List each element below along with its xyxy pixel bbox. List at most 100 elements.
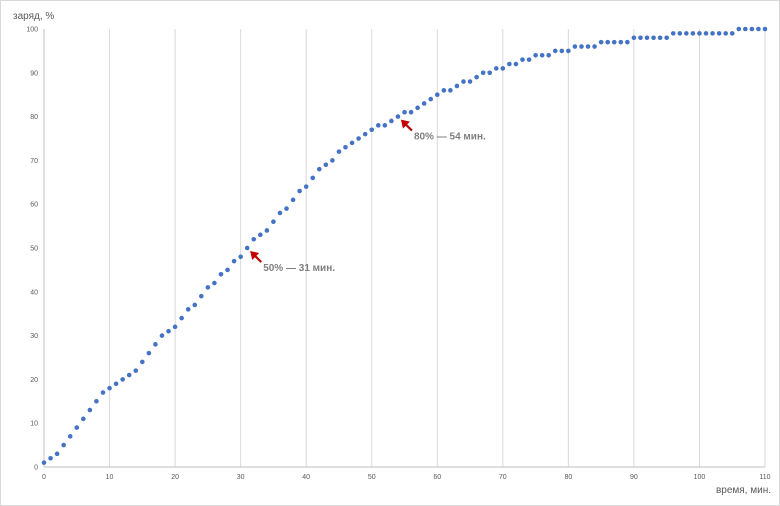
y-tick-label: 0 bbox=[34, 465, 38, 472]
data-point bbox=[513, 61, 519, 67]
data-point bbox=[218, 271, 224, 277]
data-point bbox=[566, 48, 571, 54]
data-point bbox=[710, 31, 715, 36]
y-tick-label: 90 bbox=[30, 70, 38, 77]
data-point bbox=[303, 184, 309, 189]
data-point bbox=[598, 39, 604, 45]
x-tick-label: 0 bbox=[42, 474, 46, 481]
data-point bbox=[664, 35, 669, 41]
x-axis-label: время, мин. bbox=[716, 485, 771, 496]
data-point bbox=[487, 70, 493, 76]
data-point bbox=[244, 245, 250, 251]
y-tick-label: 40 bbox=[30, 289, 38, 296]
data-points bbox=[41, 26, 768, 465]
x-tick-label: 100 bbox=[694, 474, 706, 481]
data-point bbox=[179, 315, 184, 321]
y-tick-label: 60 bbox=[30, 202, 38, 209]
data-point bbox=[454, 83, 460, 89]
data-point bbox=[467, 79, 473, 84]
data-point bbox=[572, 44, 578, 49]
y-axis-label: заряд, % bbox=[13, 11, 54, 22]
data-point bbox=[657, 35, 663, 41]
data-point bbox=[618, 39, 624, 45]
gridlines bbox=[109, 29, 766, 467]
x-tick-label: 40 bbox=[302, 474, 310, 481]
data-point bbox=[48, 455, 53, 461]
data-point bbox=[323, 162, 329, 168]
data-point bbox=[448, 88, 453, 93]
data-point bbox=[94, 399, 99, 404]
data-point bbox=[605, 39, 610, 45]
y-tick-label: 30 bbox=[30, 333, 38, 340]
x-tick-label: 30 bbox=[237, 474, 245, 481]
data-point bbox=[271, 219, 276, 225]
data-point bbox=[756, 26, 761, 32]
data-point bbox=[54, 451, 60, 457]
data-point bbox=[251, 236, 257, 242]
data-point bbox=[677, 31, 683, 36]
data-point bbox=[343, 144, 348, 150]
data-point bbox=[100, 390, 106, 395]
data-point bbox=[297, 188, 302, 194]
data-point bbox=[185, 307, 191, 312]
data-point bbox=[762, 26, 768, 32]
y-tick-label: 10 bbox=[30, 421, 38, 428]
data-point bbox=[716, 31, 722, 36]
data-point bbox=[474, 74, 479, 80]
data-point bbox=[743, 26, 748, 32]
data-point bbox=[520, 57, 525, 62]
data-point bbox=[389, 118, 394, 124]
data-point bbox=[330, 158, 335, 163]
data-point bbox=[264, 228, 270, 233]
data-point bbox=[402, 109, 407, 115]
data-point bbox=[41, 460, 47, 465]
y-tick-label: 50 bbox=[30, 246, 38, 253]
data-point bbox=[651, 35, 656, 41]
data-point bbox=[507, 61, 512, 67]
annotation-label: 50% — 31 мин. bbox=[263, 263, 335, 274]
data-point bbox=[729, 31, 735, 36]
data-point bbox=[67, 434, 73, 439]
data-point bbox=[559, 48, 565, 54]
data-point bbox=[290, 197, 296, 203]
data-point bbox=[625, 39, 630, 45]
data-point bbox=[500, 66, 506, 71]
data-point bbox=[493, 66, 499, 71]
data-point bbox=[421, 101, 427, 106]
data-point bbox=[579, 44, 584, 49]
data-point bbox=[631, 35, 637, 41]
data-point bbox=[146, 350, 152, 356]
x-tick-label: 20 bbox=[171, 474, 179, 481]
annotation: 50% — 31 мин. bbox=[250, 251, 335, 274]
data-point bbox=[736, 26, 742, 32]
data-point bbox=[362, 131, 368, 137]
data-point bbox=[670, 31, 676, 36]
data-point bbox=[238, 254, 243, 260]
data-point bbox=[461, 79, 466, 84]
data-point bbox=[592, 44, 597, 49]
data-point bbox=[126, 372, 132, 378]
data-point bbox=[87, 407, 93, 413]
data-point bbox=[120, 377, 125, 382]
data-point bbox=[231, 258, 237, 264]
annotations: 50% — 31 мин. 80% — 54 мин. bbox=[250, 119, 486, 274]
data-point bbox=[284, 206, 289, 211]
data-point bbox=[356, 136, 361, 141]
data-point bbox=[172, 324, 178, 330]
data-point bbox=[408, 109, 414, 115]
annotation-label: 80% — 54 мин. bbox=[414, 132, 486, 143]
data-point bbox=[113, 381, 119, 387]
data-point bbox=[611, 39, 617, 45]
data-point bbox=[310, 175, 316, 181]
data-point bbox=[205, 285, 211, 290]
data-point bbox=[723, 31, 728, 36]
x-tick-label: 110 bbox=[759, 474, 770, 481]
data-point bbox=[585, 44, 591, 49]
annotation-arrow-head bbox=[250, 251, 260, 260]
data-point bbox=[140, 359, 145, 365]
x-tick-label: 80 bbox=[564, 474, 572, 481]
data-point bbox=[428, 96, 434, 102]
y-tick-label: 80 bbox=[30, 114, 38, 121]
annotation-arrow-head bbox=[400, 119, 410, 129]
